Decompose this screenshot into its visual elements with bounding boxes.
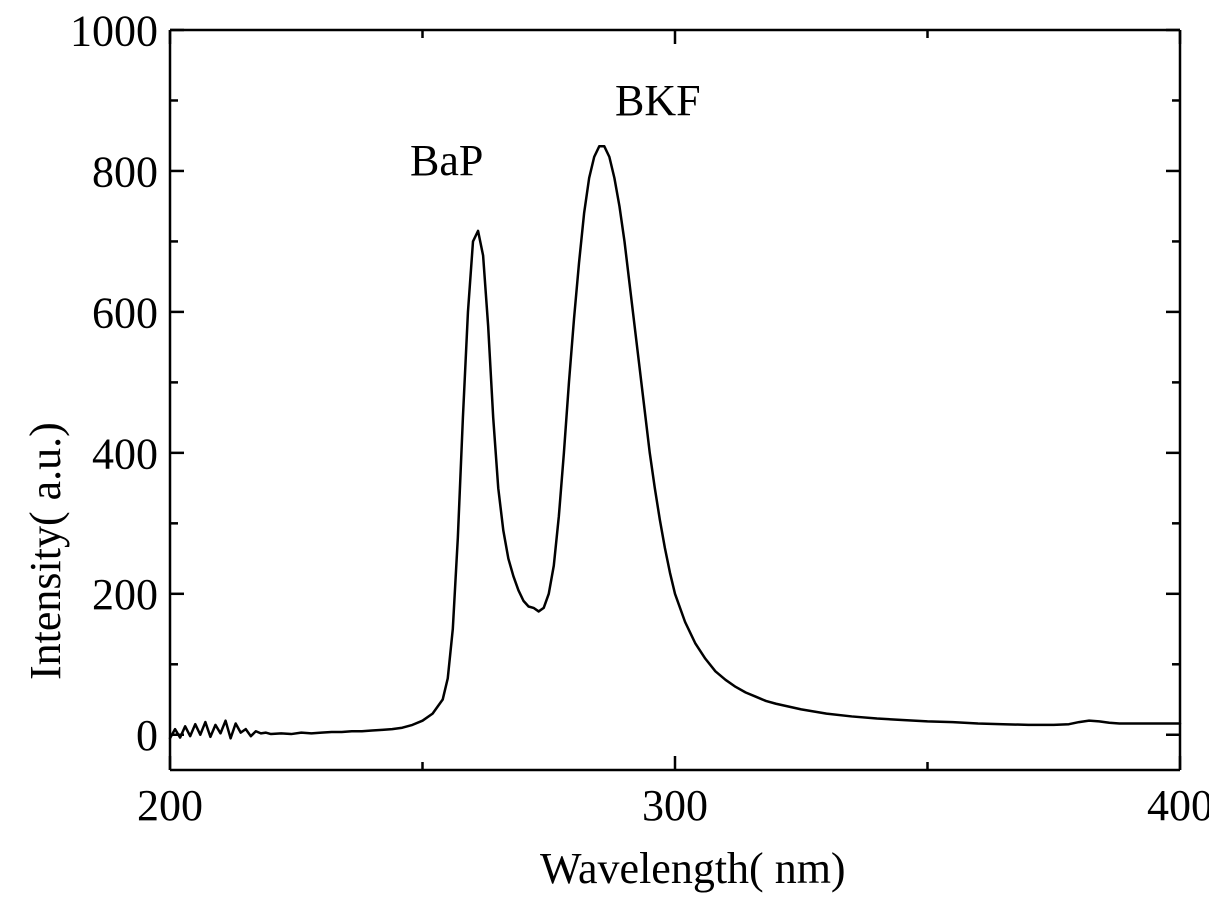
x-axis-label: Wavelength( nm): [540, 843, 846, 894]
svg-text:400: 400: [92, 429, 158, 478]
spectrum-chart: 200 300 400 0 200 400 600 800 1000 Intensity( a.…: [0, 0, 1209, 897]
svg-text:200: 200: [137, 781, 203, 830]
chart-svg: 200 300 400 0 200 400 600 800 1000: [0, 0, 1209, 897]
svg-text:300: 300: [642, 781, 708, 830]
svg-text:1000: 1000: [70, 6, 158, 55]
svg-text:0: 0: [136, 711, 158, 760]
y-axis-label: Intensity( a.u.): [20, 422, 71, 680]
svg-text:400: 400: [1147, 781, 1209, 830]
svg-text:200: 200: [92, 570, 158, 619]
svg-text:600: 600: [92, 288, 158, 337]
svg-text:800: 800: [92, 147, 158, 196]
peak-label-bkf: BKF: [615, 75, 701, 126]
peak-label-bap: BaP: [410, 135, 483, 186]
